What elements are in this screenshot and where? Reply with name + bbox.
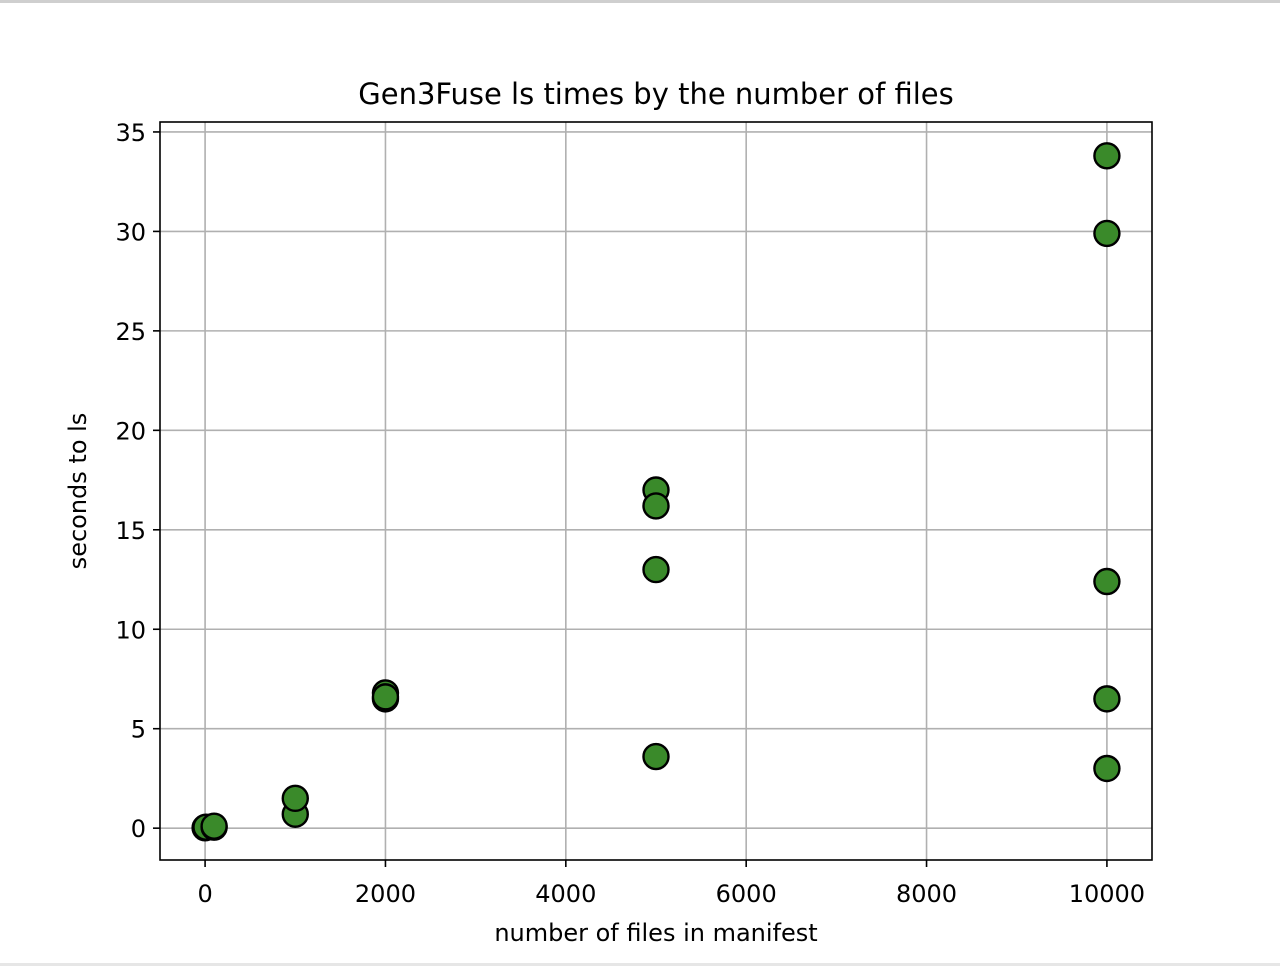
y-tick-label: 30 bbox=[115, 218, 146, 246]
tick-layer: 0 2000 4000 6000 8000 10000 0 5 10 15 20 25 30 35 bbox=[115, 119, 1145, 908]
data-point bbox=[281, 784, 309, 813]
plot-area-frame bbox=[159, 121, 1153, 861]
x-tick-label: 8000 bbox=[896, 880, 957, 908]
data-point bbox=[371, 683, 400, 711]
y-axis-label: seconds to ls bbox=[64, 413, 92, 570]
data-point bbox=[1093, 142, 1121, 170]
data-point bbox=[642, 492, 670, 520]
data-point bbox=[1093, 219, 1121, 248]
y-tick-label: 35 bbox=[115, 119, 146, 147]
y-tick-label: 15 bbox=[115, 517, 146, 545]
data-point bbox=[1093, 754, 1121, 783]
data-point bbox=[1093, 567, 1121, 596]
y-tick-label: 10 bbox=[115, 616, 146, 644]
y-tick-label: 0 bbox=[131, 815, 146, 843]
scatter-chart: 0 2000 4000 6000 8000 10000 0 5 10 15 20 25 30 35 Gen… bbox=[64, 77, 1153, 947]
x-tick-label: 2000 bbox=[355, 880, 416, 908]
x-axis-label: number of files in manifest bbox=[494, 919, 817, 947]
data-point bbox=[200, 812, 228, 840]
data-point bbox=[1093, 685, 1121, 713]
x-tick-label: 0 bbox=[197, 880, 212, 908]
x-tick-label: 4000 bbox=[535, 880, 596, 908]
x-tick-label: 6000 bbox=[716, 880, 777, 908]
data-point bbox=[642, 555, 670, 584]
x-tick-label: 10000 bbox=[1069, 880, 1145, 908]
point-layer bbox=[191, 142, 1121, 842]
y-tick-label: 25 bbox=[115, 318, 146, 346]
chart-title: Gen3Fuse ls times by the number of files bbox=[358, 77, 953, 111]
data-point bbox=[642, 742, 670, 771]
y-tick-label: 20 bbox=[115, 417, 146, 445]
y-tick-label: 5 bbox=[131, 716, 146, 744]
